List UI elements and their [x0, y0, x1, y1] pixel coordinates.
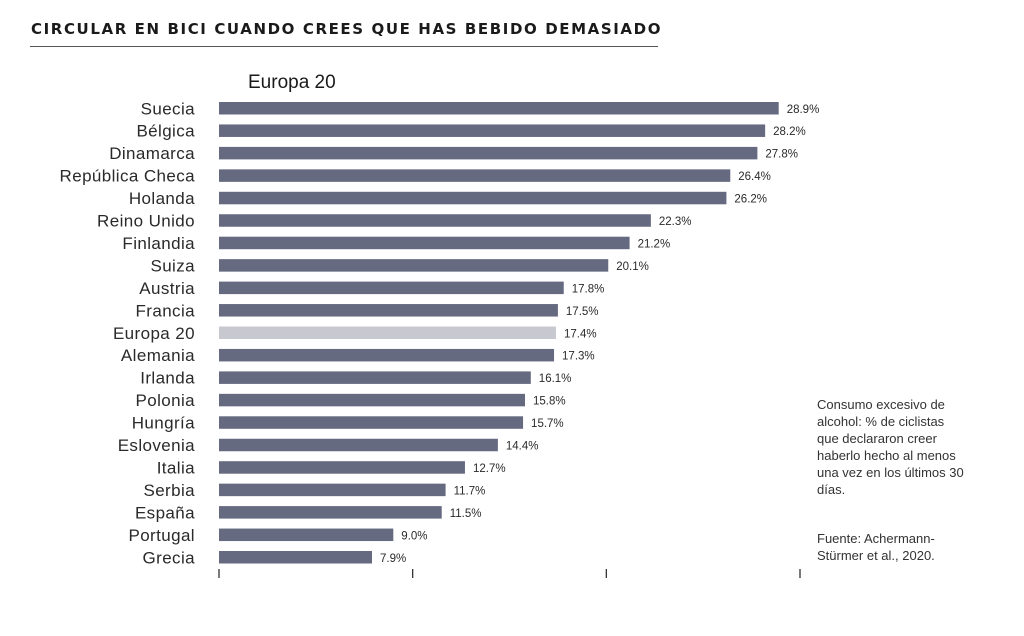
- bar: [219, 371, 531, 384]
- bar: [219, 236, 630, 250]
- value-label: 16.1%: [539, 373, 572, 385]
- bar: [219, 348, 555, 362]
- bar: [219, 169, 731, 182]
- category-label: Austria: [139, 279, 195, 298]
- category-label: Alemania: [121, 346, 195, 365]
- value-label: 15.7%: [531, 418, 564, 430]
- bar: [219, 102, 779, 115]
- value-label: 17.5%: [566, 306, 599, 318]
- bars-group: Suecia 28.9% Bélgica 28.2% Dinamarca 27.8% Rep…: [60, 99, 820, 567]
- category-label: Eslovenia: [118, 436, 195, 455]
- category-label: Reino Unido: [97, 212, 195, 231]
- category-label: Hungría: [132, 414, 195, 433]
- value-label: 28.2%: [773, 126, 806, 138]
- category-label: Francia: [136, 301, 196, 320]
- value-label: 17.4%: [564, 328, 597, 340]
- x-axis: [218, 569, 801, 578]
- chart-subtitle: Europa 20: [248, 72, 336, 93]
- bar: [219, 416, 524, 429]
- title-divider: [30, 46, 658, 47]
- category-label: Dinamarca: [109, 144, 195, 163]
- value-label: 22.3%: [659, 216, 692, 228]
- chart-note: Consumo excesivo de alcohol: % de ciclis…: [817, 397, 964, 497]
- category-label: Bélgica: [136, 122, 195, 141]
- value-label: 21.2%: [638, 238, 671, 250]
- chart-title: CIRCULAR EN BICI CUANDO CREES QUE HAS BE…: [31, 20, 663, 38]
- bar: [219, 326, 556, 339]
- category-label: República Checa: [60, 167, 196, 186]
- bar: [219, 191, 727, 205]
- value-label: 17.8%: [572, 283, 605, 295]
- value-label: 11.5%: [450, 508, 482, 520]
- value-label: 28.9%: [787, 104, 820, 116]
- category-label: Grecia: [143, 548, 196, 567]
- category-label: Italia: [157, 458, 195, 477]
- category-label: Suecia: [141, 99, 196, 118]
- bar: [219, 304, 558, 317]
- value-label: 14.4%: [506, 441, 539, 453]
- bar: [219, 259, 609, 272]
- value-label: 17.3%: [562, 351, 595, 363]
- bar: [219, 124, 766, 137]
- value-label: 26.4%: [738, 171, 771, 183]
- value-label: 20.1%: [616, 261, 649, 273]
- bar: [219, 214, 651, 227]
- chart-source: Fuente: Achermann-Stürmer et al., 2020.: [817, 531, 935, 563]
- bar: [219, 281, 564, 295]
- bar: [219, 146, 758, 160]
- bar: [219, 551, 372, 564]
- category-label: Polonia: [135, 391, 195, 410]
- category-label: Finlandia: [122, 234, 195, 253]
- bar: [219, 506, 442, 519]
- category-label: Irlanda: [140, 369, 195, 388]
- category-label: Holanda: [129, 189, 195, 208]
- bar: [219, 393, 525, 407]
- bar: [219, 528, 394, 542]
- value-label: 26.2%: [734, 194, 767, 206]
- bar: [219, 438, 498, 452]
- value-label: 27.8%: [765, 149, 798, 161]
- category-label: Portugal: [128, 526, 195, 545]
- category-label: Serbia: [143, 481, 195, 500]
- value-label: 9.0%: [401, 530, 427, 542]
- bar: [219, 483, 446, 497]
- value-label: 12.7%: [473, 463, 506, 475]
- category-label: Suiza: [150, 256, 195, 275]
- value-label: 11.7%: [454, 485, 486, 497]
- value-label: 7.9%: [380, 553, 406, 565]
- bar: [219, 461, 465, 474]
- category-label: Europa 20: [113, 324, 195, 343]
- value-label: 15.8%: [533, 396, 566, 408]
- category-label: España: [135, 503, 195, 522]
